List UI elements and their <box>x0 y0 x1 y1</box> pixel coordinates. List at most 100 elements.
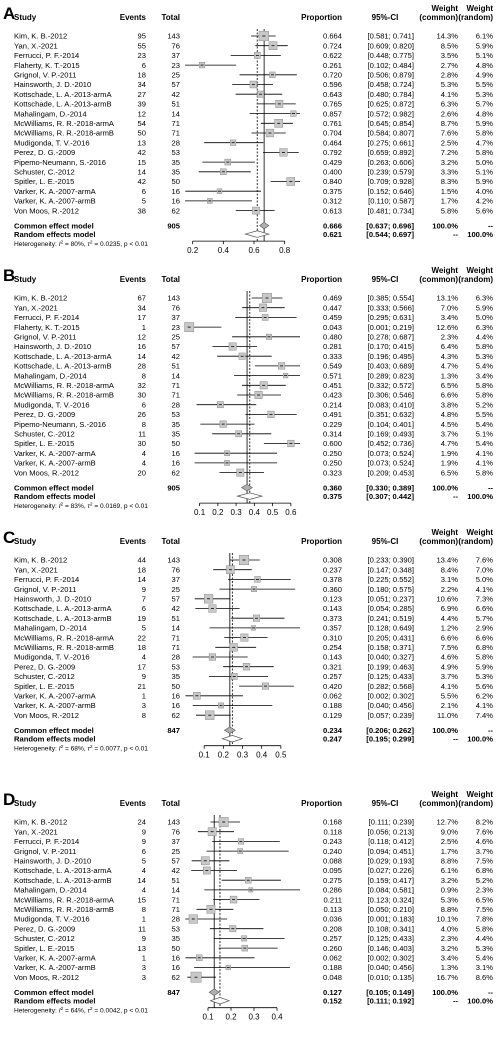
common-effect-row: Common effect model 847 0.127 [0.105; 0.149… <box>14 988 493 997</box>
study-events: 1 <box>142 692 146 701</box>
study-events: 14 <box>138 352 146 361</box>
study-total: 35 <box>172 158 180 167</box>
study-total: 71 <box>172 129 180 138</box>
study-proportion: 0.480 <box>323 333 342 342</box>
header-study: Study <box>14 275 37 284</box>
study-total: 57 <box>172 595 180 604</box>
study-proportion: 0.188 <box>323 963 342 972</box>
study-total: 16 <box>172 197 180 206</box>
study-proportion: 0.469 <box>323 294 342 303</box>
study-row: Mudigonda, T. V.-2016 4 28 0.143 [0.040; 0.3… <box>14 653 493 662</box>
study-weight-common: 6.6% <box>441 633 459 642</box>
study-weight-random: 4.4% <box>476 934 494 943</box>
study-row: Pipemo-Neumann, S.-2016 8 35 0.229 [0.104; 0… <box>14 420 493 429</box>
common-effect-total: 847 <box>167 988 180 997</box>
header-weight-random: Weight <box>466 528 493 537</box>
study-total: 28 <box>172 653 180 662</box>
study-name: Ferrucci, P. F.-2014 <box>14 837 79 846</box>
study-proportion: 0.664 <box>323 32 342 41</box>
study-total: 51 <box>172 362 180 371</box>
study-ci: [0.351; 0.632] <box>368 410 414 419</box>
study-events: 5 <box>142 624 146 633</box>
study-weight-random: 4.4% <box>476 333 494 342</box>
study-weight-random: 5.9% <box>476 119 494 128</box>
study-name: Mahalingam, D.-2014 <box>14 886 87 895</box>
study-events: 67 <box>138 294 146 303</box>
study-proportion: 0.188 <box>323 701 342 710</box>
study-name: Perez, D. G.-2009 <box>14 662 75 671</box>
study-total: 53 <box>172 410 180 419</box>
study-proportion: 0.375 <box>323 187 342 196</box>
study-weight-random: 5.1% <box>476 168 494 177</box>
study-proportion: 0.549 <box>323 362 342 371</box>
study-weight-common: 13.4% <box>436 556 458 565</box>
study-weight-common: 10.6% <box>436 595 458 604</box>
study-weight-common: 1.9% <box>441 449 459 458</box>
study-proportion: 0.613 <box>323 206 342 215</box>
study-total: 57 <box>172 80 180 89</box>
study-proportion: 0.275 <box>323 876 342 885</box>
study-total: 14 <box>172 886 180 895</box>
study-ci: [0.289; 0.823] <box>368 371 414 380</box>
study-name: Yan, X.-2021 <box>14 303 58 312</box>
study-total: 28 <box>172 400 180 409</box>
study-proportion: 0.254 <box>323 643 342 652</box>
x-tick-label: 0.6 <box>248 246 260 255</box>
study-name: McWilliams, R. R.-2018-armA <box>14 895 115 904</box>
study-total: 16 <box>172 701 180 710</box>
study-row: McWilliams, R. R.-2018-armB 18 71 0.254 [0.1… <box>14 643 493 652</box>
study-row: Mahalingam, D.-2014 5 14 0.357 [0.128; 0.649… <box>14 624 493 633</box>
header-weight-random: Weight <box>466 266 493 275</box>
random-effects-proportion: 0.375 <box>323 492 343 501</box>
study-ci: [0.029; 0.193] <box>368 857 414 866</box>
study-name: Kottschade, L. A.-2013-armA <box>14 866 112 875</box>
study-ci: [0.333; 0.566] <box>368 303 414 312</box>
study-weight-random: 4.7% <box>476 138 494 147</box>
study-weight-common: 1.7% <box>441 197 459 206</box>
study-weight-random: 5.4% <box>476 420 494 429</box>
header-events: Events <box>120 537 147 546</box>
study-events: 4 <box>142 459 146 468</box>
study-events: 9 <box>142 837 146 846</box>
study-weight-common: 8.8% <box>441 857 459 866</box>
study-proportion: 0.143 <box>323 604 342 613</box>
study-weight-common: 4.7% <box>441 439 459 448</box>
study-weight-random: 5.4% <box>476 954 494 963</box>
study-weight-common: 2.8% <box>441 71 459 80</box>
study-weight-random: 4.8% <box>476 109 494 118</box>
study-events: 12 <box>138 333 146 342</box>
study-row: McWilliams, R. R.-2018-armB 30 71 0.423 [0.3… <box>14 391 493 400</box>
header-proportion: Proportion <box>301 275 342 284</box>
study-total: 37 <box>172 51 180 60</box>
study-weight-common: 6.5% <box>441 468 459 477</box>
random-effects-row: Random effects model 0.375 [0.307; 0.442] -… <box>14 492 493 501</box>
study-name: Varker, K. A.-2007-armA <box>14 187 97 196</box>
study-proportion: 0.312 <box>323 197 342 206</box>
study-events: 9 <box>142 672 146 681</box>
study-total: 37 <box>172 837 180 846</box>
x-tick-label: 0.4 <box>271 1013 283 1022</box>
study-proportion: 0.451 <box>323 381 342 390</box>
panel-label: C <box>3 528 15 547</box>
study-weight-common: 1.3% <box>441 963 459 972</box>
common-effect-proportion: 0.666 <box>323 221 342 230</box>
study-events: 18 <box>138 71 146 80</box>
study-weight-common: 5.8% <box>441 206 459 215</box>
study-name: Mudigonda, T. V.-2016 <box>14 138 90 147</box>
study-proportion: 0.237 <box>323 565 342 574</box>
study-name: Kottschade, L. A.-2013-armB <box>14 362 112 371</box>
study-weight-random: 5.5% <box>476 80 494 89</box>
study-ci: [0.102; 0.484] <box>368 61 414 70</box>
study-row: McWilliams, R. R.-2018-armA 15 71 0.211 [0.1… <box>14 895 493 904</box>
study-weight-random: 8.2% <box>476 818 494 827</box>
study-name: Flaherty, K. T.-2015 <box>14 323 80 332</box>
study-name: Grignol, V. P.-2011 <box>14 585 76 594</box>
study-name: McWilliams, R. R.-2018-armA <box>14 119 115 128</box>
header-ci: 95%-CI <box>372 275 399 284</box>
study-total: 76 <box>172 41 180 50</box>
study-weight-random: 4.1% <box>476 449 494 458</box>
study-row: Mahalingam, D.-2014 8 14 0.571 [0.289; 0.823… <box>14 371 493 380</box>
study-weight-common: 3.2% <box>441 944 459 953</box>
